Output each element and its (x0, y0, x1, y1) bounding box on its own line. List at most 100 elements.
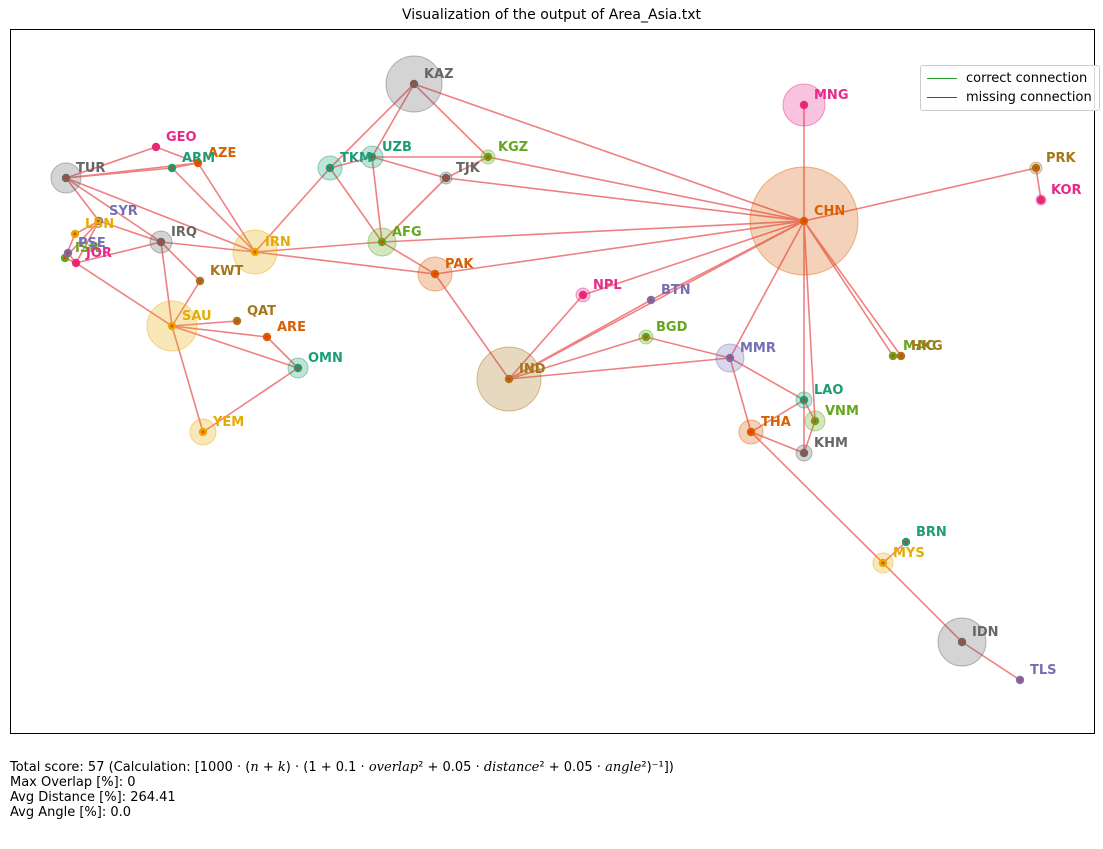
node-center-khm (802, 451, 806, 455)
edge-uzb-afg (371, 156, 383, 243)
node-label-lao: LAO (814, 383, 843, 398)
edge-tkm-afg (329, 167, 383, 243)
node-center-irq (159, 240, 163, 244)
edge-are-omn (266, 336, 299, 369)
edge-irn-pak (254, 251, 436, 275)
node-center-lbn (73, 232, 77, 236)
edge-mmr-lao (729, 357, 805, 401)
node-label-khm: KHM (814, 436, 848, 451)
edge-tjk-afg (381, 177, 447, 243)
edge-syr-lbn (74, 220, 100, 235)
node-label-are: ARE (277, 320, 306, 335)
edge-irq-sau (160, 241, 173, 327)
edge-chn-ind (508, 220, 805, 380)
edge-tkm-uzb (329, 156, 373, 169)
node-label-irn: IRN (265, 235, 291, 250)
edge-tur-geo (65, 146, 157, 179)
edge-geo-aze (155, 146, 199, 164)
edge-kwt-sau (171, 280, 201, 327)
node-label-mmr: MMR (740, 341, 776, 356)
edge-pak-ind (434, 273, 510, 380)
node-label-tur: TUR (76, 161, 105, 176)
node-label-chn: CHN (814, 204, 845, 219)
legend-label-missing: missing connection (966, 89, 1092, 105)
node-center-mmr (728, 356, 732, 360)
node-center-jor (74, 261, 78, 265)
edge-irn-afg (254, 241, 383, 253)
legend-label-correct: correct connection (966, 70, 1088, 86)
edge-jor-sau (75, 262, 173, 327)
edge-tjk-kgz (445, 156, 489, 179)
edge-sau-qat (171, 320, 238, 327)
node-label-tkm: TKM (340, 151, 372, 166)
node-label-npl: NPL (593, 278, 622, 293)
node-label-yem: YEM (212, 415, 244, 430)
node-label-kwt: KWT (210, 264, 243, 279)
node-center-mng (802, 103, 806, 107)
legend-swatch-correct (927, 77, 957, 79)
node-center-kaz (412, 82, 416, 86)
node-label-idn: IDN (972, 625, 999, 640)
edges-layer (64, 83, 1042, 681)
avg-distance-line: Avg Distance [%]: 264.41 (10, 790, 176, 805)
node-center-vnm (813, 419, 817, 423)
node-label-isr: ISR (75, 241, 99, 256)
node-label-afg: AFG (392, 225, 422, 240)
node-center-tha (749, 430, 753, 434)
node-center-syr (97, 219, 101, 223)
node-center-uzb (370, 155, 374, 159)
node-label-aze: AZE (208, 146, 236, 161)
node-center-ind (507, 377, 511, 381)
node-center-omn (296, 366, 300, 370)
node-label-pak: PAK (445, 257, 474, 272)
edge-chn-prk (803, 167, 1037, 222)
node-center-btn (649, 298, 653, 302)
edge-aze-irn (197, 162, 256, 253)
node-center-pak (433, 272, 437, 276)
node-label-bgd: BGD (656, 320, 688, 335)
node-label-ind: IND (519, 362, 546, 377)
edge-omn-yem (202, 367, 299, 433)
node-center-chn (802, 219, 806, 223)
legend-item-missing: missing connection (927, 88, 1092, 106)
edge-syr-jor (75, 220, 100, 264)
node-center-irn (253, 250, 257, 254)
edge-tur-irq (65, 177, 162, 243)
edge-irn-tkm (254, 167, 331, 253)
edge-mys-idn (882, 562, 963, 643)
node-label-hkg: HKG (911, 339, 943, 354)
plot-area: KAZ MNG GEO AZE ARM TUR TKM UZB KGZ TJK PRK KOR CHN S… (10, 29, 1100, 734)
edge-afg-pak (381, 241, 436, 275)
edge-chn-mac (803, 220, 894, 357)
node-center-yem (201, 430, 205, 434)
edge-tur-aze (65, 162, 199, 179)
node-center-tjk (444, 176, 448, 180)
edge-lao-tha (750, 399, 805, 433)
node-label-kor: KOR (1051, 183, 1082, 198)
max-overlap-line: Max Overlap [%]: 0 (10, 775, 136, 790)
edge-tha-khm (750, 431, 805, 454)
node-center-prk (1034, 166, 1038, 170)
edge-chn-npl (582, 220, 805, 296)
edge-chn-hkg (803, 220, 902, 357)
node-center-isr (63, 256, 67, 260)
node-label-kaz: KAZ (424, 67, 454, 82)
edge-tur-irn (65, 177, 256, 253)
node-label-pse: PSE (78, 236, 106, 251)
node-center-bgd (644, 335, 648, 339)
node-center-kgz (486, 155, 490, 159)
edge-ind-bgd (508, 336, 647, 380)
node-center-mys (881, 561, 885, 565)
edge-mmr-tha (729, 357, 752, 433)
node-center-tur (64, 176, 68, 180)
node-center-sau (170, 324, 174, 328)
node-center-pse (66, 251, 70, 255)
bubbles-layer (50, 55, 1047, 667)
node-label-tjk: TJK (456, 161, 481, 176)
edge-irq-irn (160, 241, 256, 253)
edge-arm-aze (171, 162, 199, 169)
node-label-tha: THA (761, 415, 791, 430)
legend-swatch-missing (927, 96, 957, 98)
edge-syr-irq (98, 220, 162, 243)
